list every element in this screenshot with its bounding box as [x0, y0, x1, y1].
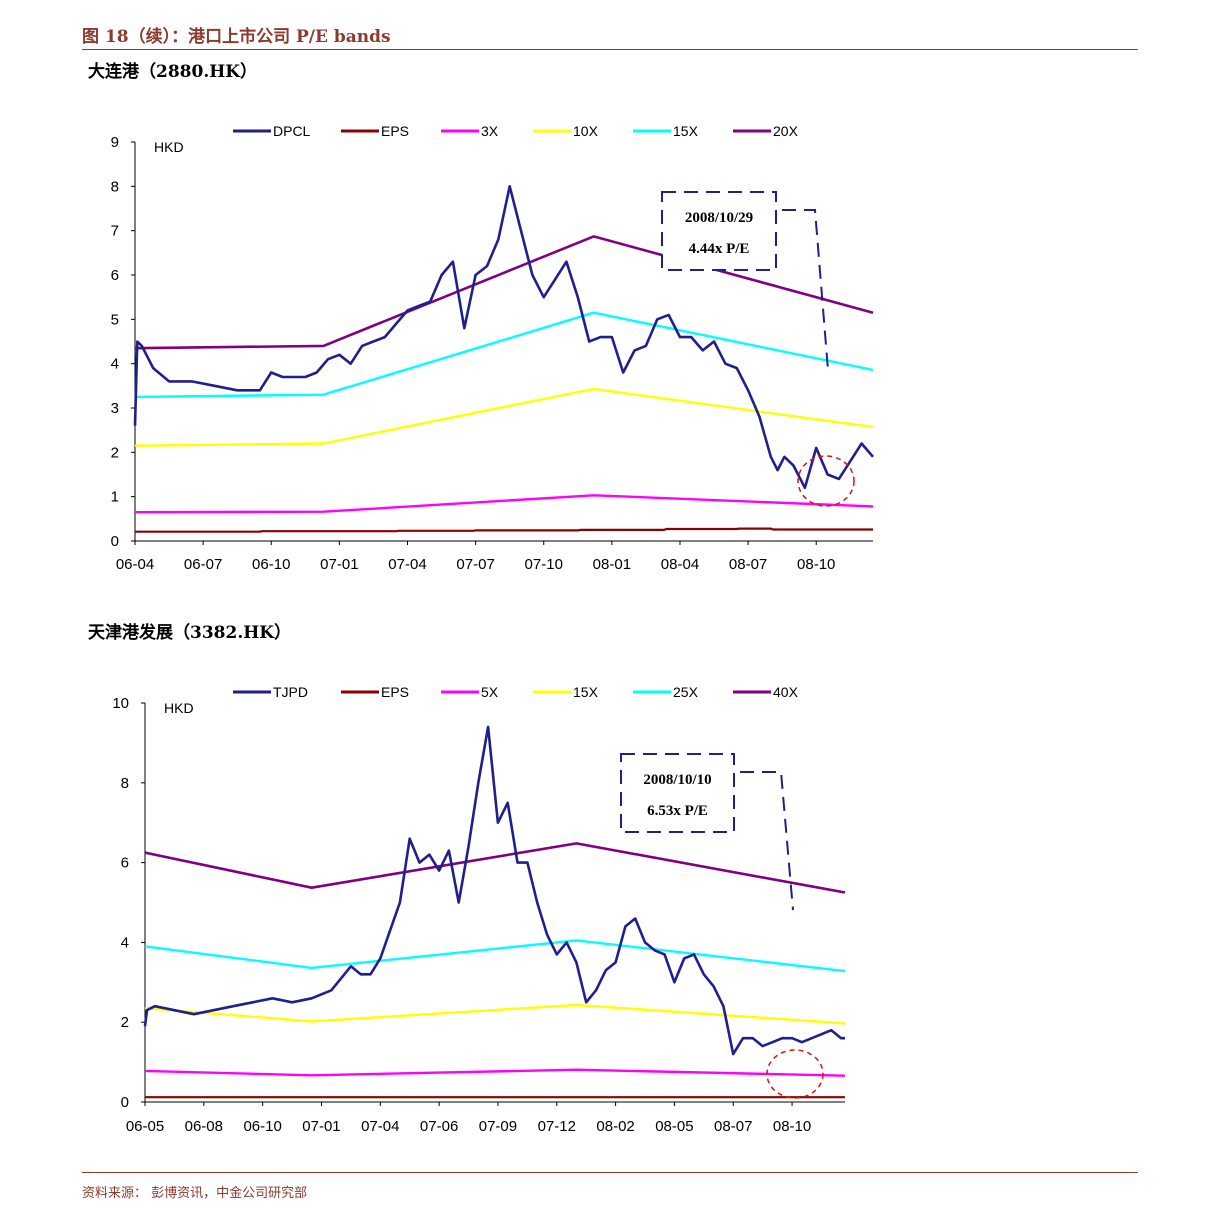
legend-label: 40X	[773, 684, 799, 700]
x-tick-label: 07-12	[538, 1118, 576, 1135]
x-tick-label: 08-02	[596, 1118, 634, 1135]
x-tick-label: 06-10	[252, 556, 290, 573]
y-tick-label: 6	[121, 855, 129, 872]
x-tick-label: 08-07	[729, 556, 767, 573]
callout-pe: 4.44x P/E	[689, 241, 750, 257]
legend-label: 3X	[481, 123, 499, 139]
callout-pe: 6.53x P/E	[647, 803, 708, 819]
series-line-5x	[144, 1068, 846, 1077]
highlight-circle	[797, 455, 855, 507]
footer-rule	[82, 1172, 1138, 1173]
y-tick-label: 8	[121, 775, 129, 792]
x-tick-label: 08-05	[655, 1118, 693, 1135]
series-line-15x	[144, 1003, 846, 1025]
y-tick-label: 2	[121, 1014, 129, 1031]
legend-label: 10X	[573, 123, 599, 139]
series-line-40x	[144, 842, 846, 894]
legend-label: 15X	[673, 123, 699, 139]
series-line-eps	[135, 527, 873, 533]
y-tick-label: 2	[111, 444, 119, 461]
legend-label: 15X	[573, 684, 599, 700]
series-line-tjpd	[143, 725, 845, 1056]
callout-box	[661, 191, 777, 271]
legend-label: EPS	[381, 684, 409, 700]
y-tick-label: 6	[111, 267, 119, 284]
series-line-15x	[134, 311, 874, 399]
y-tick-label: 1	[111, 489, 119, 506]
y-tick-label: 0	[121, 1094, 129, 1111]
y-tick-label: 3	[111, 400, 119, 417]
x-tick-label: 07-07	[456, 556, 494, 573]
x-tick-label: 06-05	[126, 1118, 164, 1135]
x-tick-label: 07-09	[479, 1118, 517, 1135]
callout-date: 2008/10/10	[643, 772, 711, 788]
x-tick-label: 07-10	[525, 556, 563, 573]
source-note: 资料来源： 彭博资讯，中金公司研究部	[82, 1186, 308, 1201]
y-tick-label: 5	[111, 311, 119, 328]
series-line-3x	[134, 494, 874, 514]
y-tick-label: 10	[112, 695, 129, 712]
callout-date: 2008/10/29	[685, 210, 753, 226]
x-tick-label: 08-10	[797, 556, 835, 573]
x-tick-label: 06-07	[184, 556, 222, 573]
header-rule	[82, 49, 1138, 50]
x-tick-label: 07-01	[320, 556, 358, 573]
y-tick-label: 4	[111, 356, 119, 373]
x-tick-label: 08-04	[661, 556, 699, 573]
legend-label: 5X	[481, 684, 499, 700]
x-tick-label: 06-10	[243, 1118, 281, 1135]
x-tick-label: 06-08	[185, 1118, 223, 1135]
highlight-circle	[766, 1049, 824, 1099]
legend-label: 20X	[773, 123, 799, 139]
chart-title-dalian: 大连港（2880.HK）	[88, 62, 258, 82]
chart-tianjin-port: 0 2 4 6 8 10 HKD 06-05 06-08 06-10 07-01 07-04 07-06…	[112, 684, 846, 1135]
x-tick-label: 07-04	[361, 1118, 399, 1135]
x-tick-label: 07-06	[420, 1118, 458, 1135]
legend-label: DPCL	[273, 123, 311, 139]
x-tick-label: 08-07	[714, 1118, 752, 1135]
y-axis-unit-label: HKD	[154, 139, 184, 155]
legend-label: EPS	[381, 123, 409, 139]
y-tick-label: 4	[121, 934, 129, 951]
x-tick-label: 06-04	[116, 556, 154, 573]
y-axis-unit-label: HKD	[164, 700, 194, 716]
callout-box	[620, 753, 735, 833]
callout-leader-line	[740, 771, 794, 911]
x-tick-label: 07-01	[302, 1118, 340, 1135]
chart-title-tianjin: 天津港发展（3382.HK）	[88, 623, 292, 643]
chart-dalian-port: 0 1 2 3 4 5 6 7 8 9 HKD 06-04 06-07 06-10 07-01 07-04 07…	[111, 123, 874, 573]
y-tick-label: 8	[111, 178, 119, 195]
legend-label: 25X	[673, 684, 699, 700]
legend-label: TJPD	[273, 684, 308, 700]
x-tick-label: 08-10	[773, 1118, 811, 1135]
x-tick-label: 07-04	[388, 556, 426, 573]
y-tick-label: 0	[111, 533, 119, 550]
x-tick-label: 08-01	[593, 556, 631, 573]
callout-leader-line	[782, 209, 829, 371]
y-tick-label: 9	[111, 134, 119, 151]
series-line-25x	[144, 939, 846, 973]
series-line-dpcl	[133, 185, 874, 490]
figure-title: 图 18（续）：港口上市公司 P/E bands	[82, 27, 391, 47]
y-tick-label: 7	[111, 223, 119, 240]
series-line-10x	[134, 387, 874, 447]
